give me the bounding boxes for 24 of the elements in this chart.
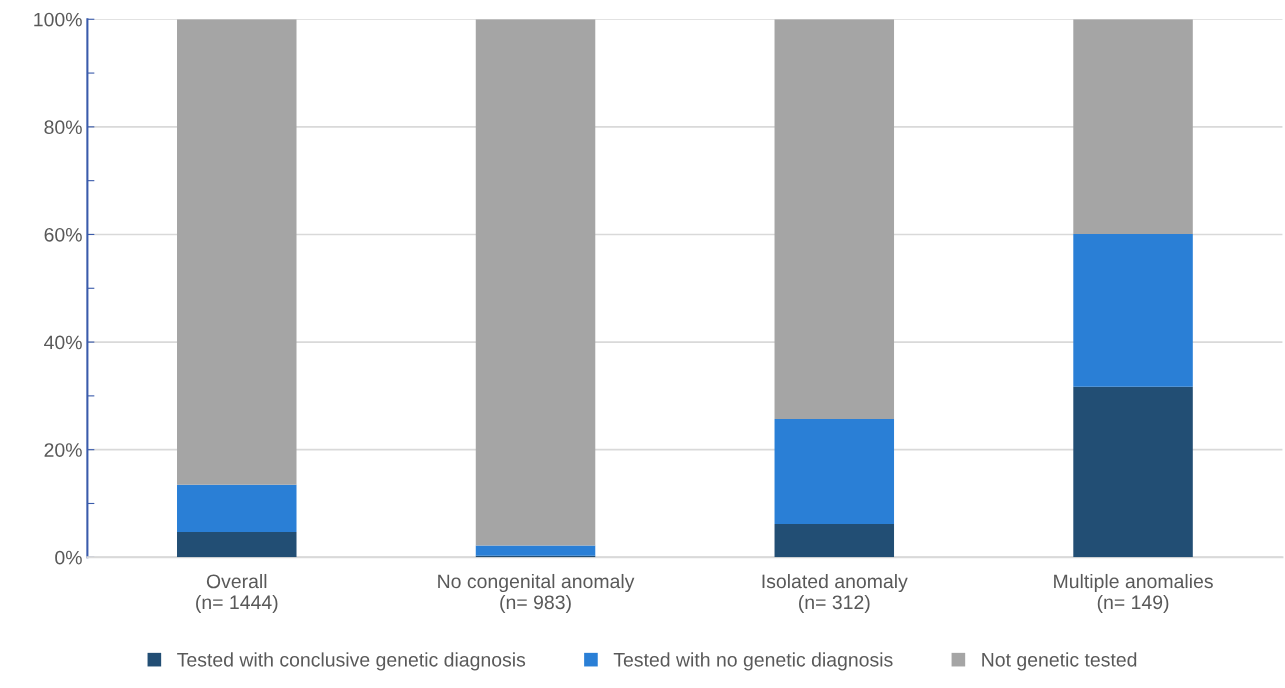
x-tick-label: No congenital anomaly (n= 983): [438, 573, 635, 614]
legend-label: Not genetic tested: [982, 652, 1137, 671]
bar: [1073, 386, 1193, 558]
y-tick-label: 40%: [44, 335, 82, 350]
bar: [774, 19, 895, 420]
bar: [177, 484, 297, 532]
bar: [1073, 233, 1193, 387]
bar: [1073, 19, 1193, 234]
x-tick-label: Overall (n= 1444): [196, 573, 278, 614]
y-tick-label: 100%: [34, 12, 82, 27]
y-tick-label: 60%: [44, 227, 82, 242]
bar: [475, 19, 596, 546]
legend-label: Tested with no genetic diagnosis: [613, 652, 893, 671]
bar: [774, 523, 895, 558]
bar: [177, 19, 297, 485]
bar: [177, 531, 297, 558]
x-tick-label: Multiple anomalies (n= 149): [1054, 573, 1213, 614]
legend-label: Tested with conclusive genetic diagnosis: [177, 652, 526, 671]
bar: [774, 419, 895, 524]
y-tick-label: 20%: [44, 443, 82, 457]
x-tick-label: Isolated anomaly (n= 312): [762, 573, 908, 614]
bar: [475, 545, 596, 556]
y-tick-label: 0%: [55, 550, 82, 565]
y-tick-label: 80%: [44, 120, 82, 135]
